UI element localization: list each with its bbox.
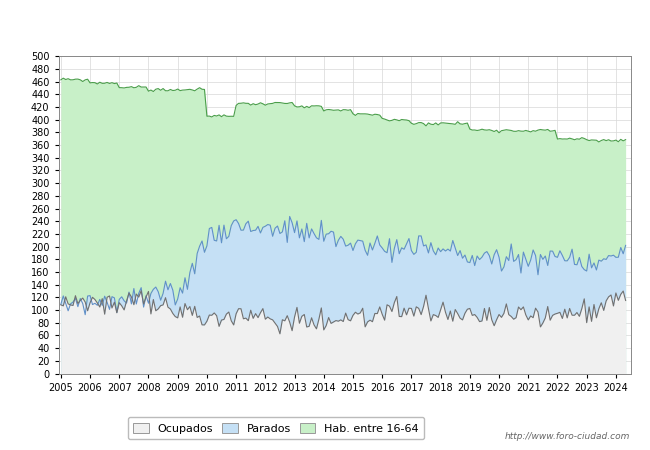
Text: http://www.foro-ciudad.com: http://www.foro-ciudad.com	[505, 432, 630, 441]
Legend: Ocupados, Parados, Hab. entre 16-64: Ocupados, Parados, Hab. entre 16-64	[127, 417, 424, 439]
Text: Férez  -  Evolucion de la poblacion en edad de Trabajar Mayo de 2024: Férez - Evolucion de la poblacion en eda…	[93, 22, 557, 35]
